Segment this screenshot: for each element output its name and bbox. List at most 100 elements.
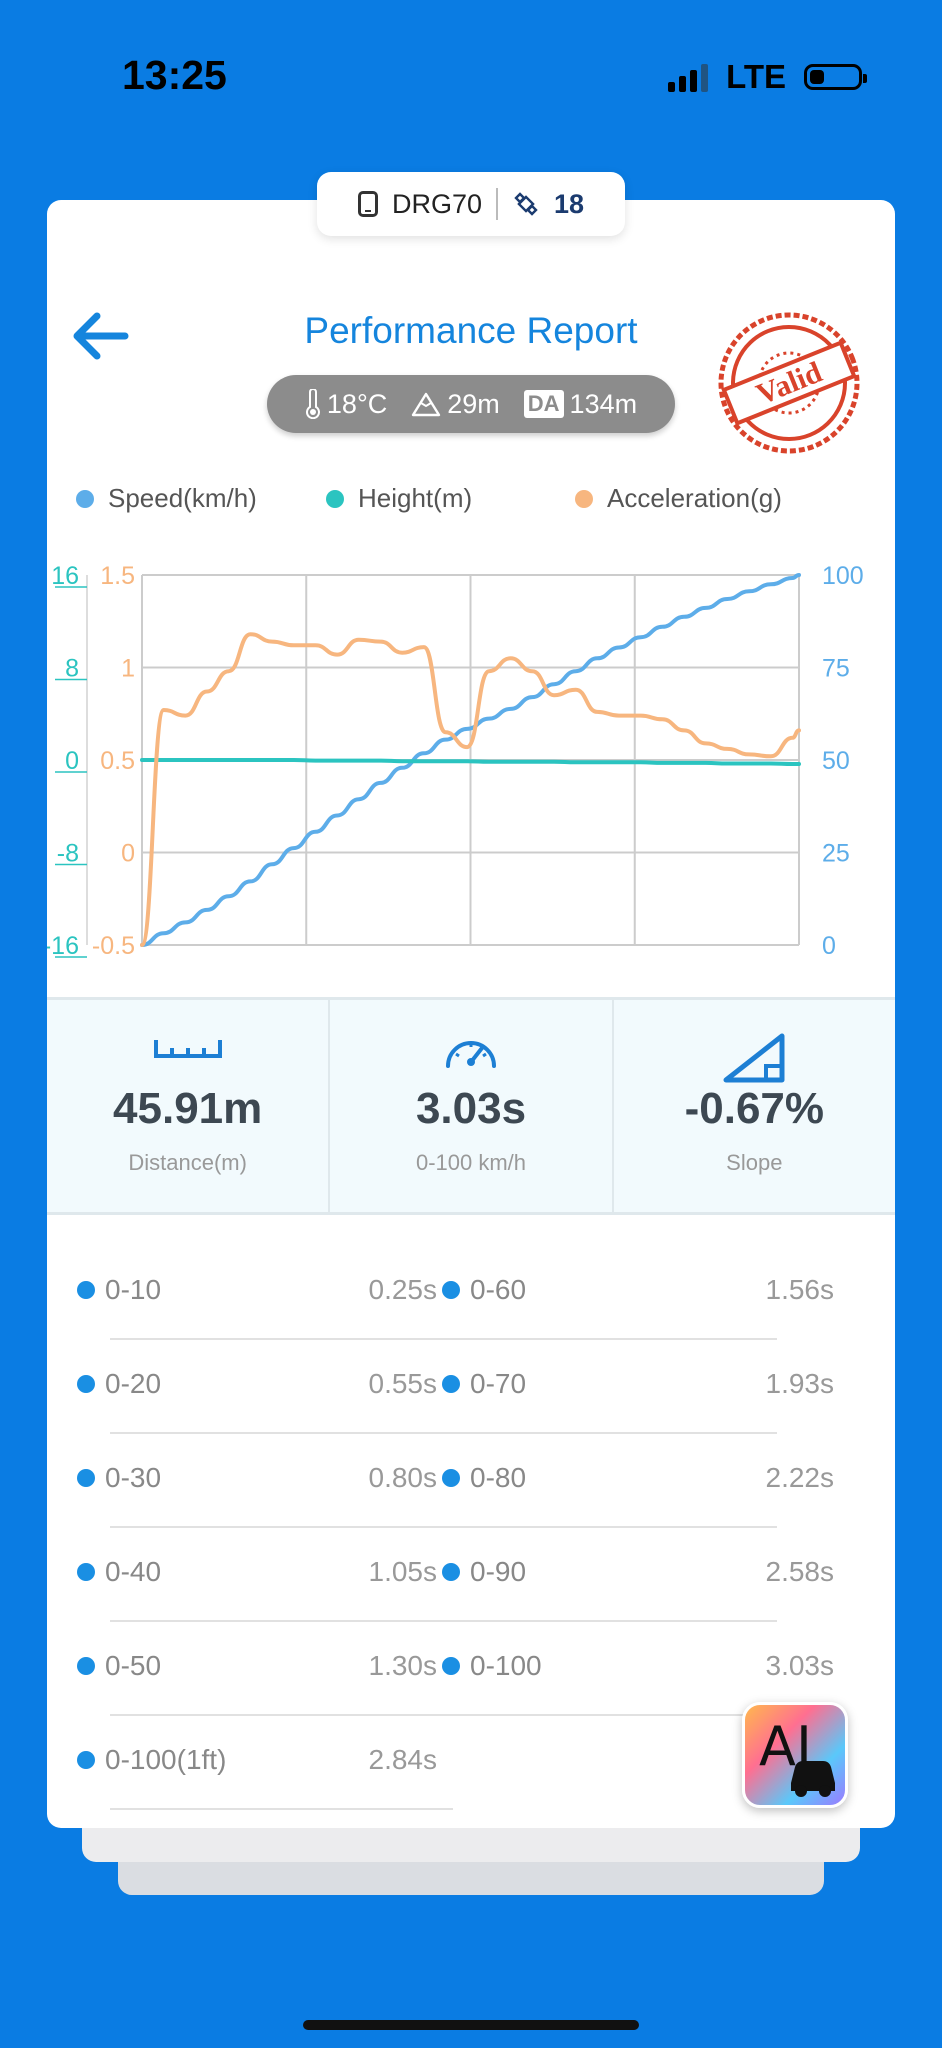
battery-level <box>810 70 824 84</box>
status-indicators: LTE <box>668 58 867 96</box>
split-range: 0-70 <box>470 1368 527 1399</box>
split-range: 0-100 <box>470 1650 542 1681</box>
speed-tick-label: 50 <box>822 747 850 775</box>
device-pill[interactable]: DRG70 18 <box>317 172 625 236</box>
stat-slope-label: Slope <box>726 1150 783 1175</box>
split-divider <box>110 1432 777 1434</box>
split-bullet-icon <box>442 1375 460 1393</box>
split-row: 0-10 0.25s <box>47 1246 437 1338</box>
signal-icon <box>668 62 709 92</box>
legend-height[interactable]: Height(m) <box>326 483 472 514</box>
split-divider <box>110 1714 777 1716</box>
density-altitude-info: DA 134m <box>523 388 638 420</box>
status-time: 13:25 <box>122 52 227 98</box>
split-divider <box>110 1620 777 1622</box>
height-tick-label: 8 <box>65 655 79 683</box>
acceleration-tick-label: 1 <box>121 655 135 683</box>
split-row: 0-100(1ft) 2.84s <box>47 1716 437 1808</box>
split-time: 1.93s <box>765 1368 835 1399</box>
split-row: 0-70 1.93s <box>442 1340 834 1432</box>
split-row: 0-100 3.03s <box>442 1622 834 1714</box>
density-altitude-label: DA <box>523 390 564 418</box>
legend-height-label: Height(m) <box>358 483 473 513</box>
split-time: 0.25s <box>368 1274 438 1305</box>
device-name: DRG70 <box>391 188 482 219</box>
split-bullet-icon <box>77 1375 95 1393</box>
split-time: 0.55s <box>368 1368 438 1399</box>
height-tick-label: 0 <box>65 747 79 775</box>
phone-icon <box>357 191 378 217</box>
legend-speed-label: Speed(km/h) <box>108 483 257 513</box>
stat-distance-label: Distance(m) <box>128 1150 247 1175</box>
split-time: 1.56s <box>765 1274 835 1305</box>
speedometer-icon <box>445 1041 496 1068</box>
split-range: 0-30 <box>105 1462 162 1493</box>
series-line-speed <box>140 573 801 947</box>
split-row: 0-80 2.22s <box>442 1434 834 1526</box>
back-arrow-icon[interactable] <box>69 308 131 364</box>
split-row: 0-90 2.58s <box>442 1528 834 1620</box>
conditions-bar: 18°C 29m DA 134m <box>267 375 675 433</box>
series-line-height <box>140 758 801 766</box>
network-type: LTE <box>726 58 786 95</box>
slope-icon <box>723 1033 785 1083</box>
split-bullet-icon <box>77 1657 95 1675</box>
stat-distance: 45.91m Distance(m) <box>47 1000 331 1212</box>
speed-tick-label: 100 <box>822 562 864 590</box>
split-bullet-icon <box>77 1281 95 1299</box>
split-divider <box>110 1526 777 1528</box>
split-time: 2.58s <box>765 1556 835 1587</box>
height-tick-label: -8 <box>57 840 79 868</box>
height-tick-label: -16 <box>47 932 79 960</box>
satellite-icon <box>514 192 538 216</box>
car-icon <box>791 1761 835 1797</box>
split-bullet-icon <box>77 1563 95 1581</box>
ai-assistant-button[interactable]: AI <box>742 1702 848 1808</box>
split-row: 0-40 1.05s <box>47 1528 437 1620</box>
temperature-info: 18°C <box>305 389 387 420</box>
split-time: 0.80s <box>368 1462 438 1493</box>
split-bullet-icon <box>77 1469 95 1487</box>
split-range: 0-60 <box>470 1274 527 1305</box>
speed-tick-label: 75 <box>822 655 850 683</box>
split-range: 0-100(1ft) <box>105 1744 227 1775</box>
stat-distance-value: 45.91m <box>113 1084 263 1133</box>
stat-acceleration-time: 3.03s 0-100 km/h <box>330 1000 614 1212</box>
legend-speed[interactable]: Speed(km/h) <box>76 483 257 514</box>
split-time: 1.30s <box>368 1650 438 1681</box>
temperature-value: 18°C <box>326 388 388 419</box>
split-time: 2.84s <box>368 1744 438 1775</box>
acceleration-tick-label: 0 <box>121 840 135 868</box>
stat-slope: -0.67% Slope <box>614 1000 895 1212</box>
split-row: 0-60 1.56s <box>442 1246 834 1338</box>
split-row: 0-20 0.55s <box>47 1340 437 1432</box>
split-range: 0-50 <box>105 1650 162 1681</box>
stat-acceleration-time-label: 0-100 km/h <box>415 1150 527 1175</box>
split-time: 2.22s <box>765 1462 835 1493</box>
split-bullet-icon <box>442 1657 460 1675</box>
stat-acceleration-time-value: 3.03s <box>415 1084 527 1133</box>
split-bullet-icon <box>442 1281 460 1299</box>
legend-acceleration[interactable]: Acceleration(g) <box>575 483 782 514</box>
density-altitude-value: 134m <box>569 388 638 419</box>
split-range: 0-10 <box>105 1274 162 1305</box>
thermometer-icon <box>305 389 320 419</box>
ruler-icon <box>153 1040 222 1058</box>
split-bullet-icon <box>442 1563 460 1581</box>
report-card: Performance Report 18°C 29m DA 134m <box>47 200 895 1828</box>
height-tick-label: 16 <box>51 562 79 590</box>
split-range: 0-90 <box>470 1556 527 1587</box>
satellite-count: 18 <box>553 188 585 219</box>
stats-panel: 45.91m Distance(m) 3.03s 0-100 km/h -0.6… <box>47 997 895 1215</box>
legend-height-dot <box>326 489 344 508</box>
legend-acceleration-label: Acceleration(g) <box>607 483 782 513</box>
series-line-accel <box>140 632 801 947</box>
split-divider <box>110 1808 453 1810</box>
split-range: 0-80 <box>470 1462 527 1493</box>
split-bullet-icon <box>77 1751 95 1769</box>
legend-speed-dot <box>76 489 94 508</box>
home-indicator[interactable] <box>303 2020 639 2030</box>
split-row: 0-30 0.80s <box>47 1434 437 1526</box>
altitude-value: 29m <box>447 388 500 419</box>
pill-divider <box>495 188 498 220</box>
